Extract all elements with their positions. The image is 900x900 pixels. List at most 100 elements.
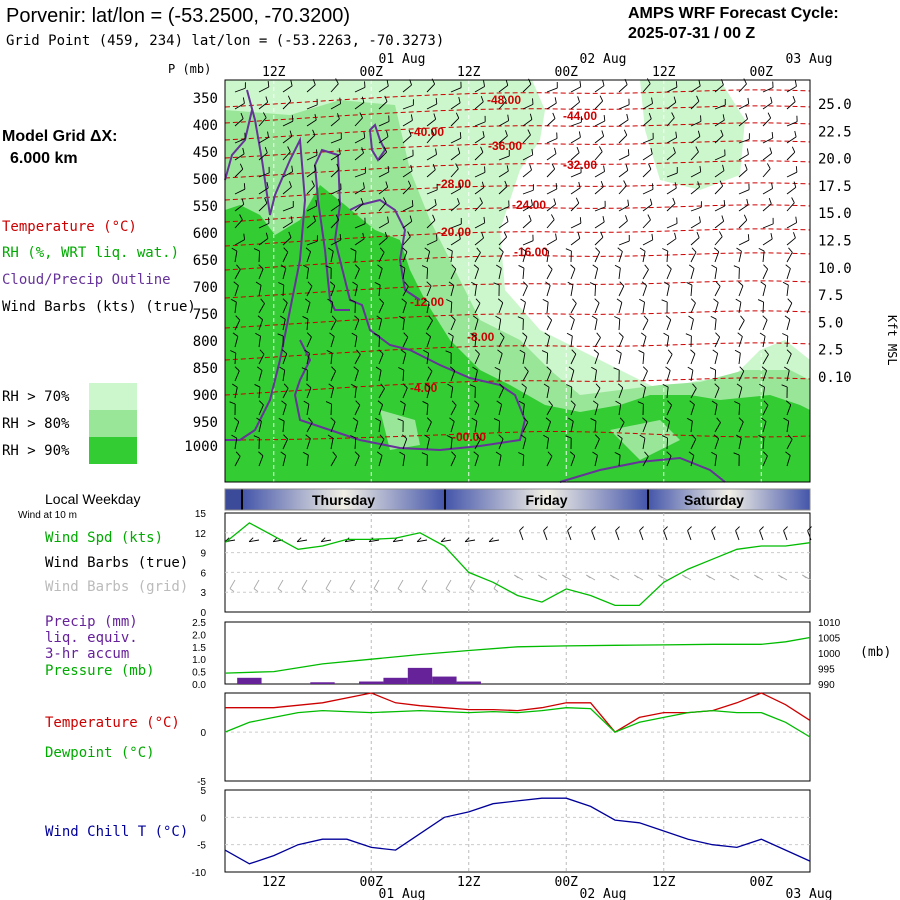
wind-barb: [714, 302, 719, 314]
time-height-cross-section: -48.00 -44.00 -40.00 -36.00 -32.00 -28.00 -24.…: [168, 62, 899, 483]
pressure-axis-title: P (mb): [168, 62, 211, 76]
wind-barb: [714, 135, 724, 144]
wind-barb-flag: [435, 148, 437, 155]
wind-barb-flag: [408, 129, 412, 136]
wind-barb-flag: [230, 298, 237, 303]
wind-barb: [498, 420, 501, 433]
temperature-contour-label: -20.00: [437, 225, 471, 239]
wind-barb: [234, 204, 245, 212]
wind-barb-flag: [674, 232, 677, 239]
temperature-dewpoint-panel: 0 -5: [197, 692, 811, 788]
wind-barb: [570, 370, 575, 382]
wind-barb-flag: [434, 199, 437, 206]
wind-barb: [594, 237, 604, 246]
wind-barb: [570, 319, 575, 331]
wind-barb: [690, 120, 702, 127]
wind-barb-flag: [785, 264, 791, 269]
temperature-contour-label: -16.00: [514, 245, 548, 259]
wind-barb: [594, 151, 603, 161]
wind-barb: [306, 336, 312, 348]
wind-barb-flag: [280, 264, 287, 269]
wind-barb-flag: [235, 451, 241, 457]
wind-barb: [666, 268, 672, 280]
surface-wind-barb: [543, 530, 548, 541]
wind-barb-flag: [351, 332, 358, 337]
wind-barb: [714, 104, 726, 110]
wind-barb: [762, 455, 768, 467]
wind-barb: [594, 100, 603, 110]
wind-barb: [474, 152, 484, 161]
wind-barb: [282, 151, 291, 161]
wind-barb: [258, 238, 269, 246]
wind-barb-flag: [770, 233, 773, 240]
wind-barb: [666, 102, 677, 110]
wind-barb: [666, 285, 670, 297]
wind-barb: [258, 387, 261, 399]
wind-barb-flag: [483, 216, 486, 223]
wind-barb: [258, 86, 270, 93]
wind-barb-flag: [543, 434, 549, 439]
wind-barb-flag: [411, 200, 414, 207]
wind-barb-flag: [375, 417, 381, 422]
wind-ytick: 12: [195, 529, 207, 540]
wind-barb-flag: [554, 147, 557, 154]
wind-barb: [690, 455, 695, 467]
wind-barb: [618, 285, 625, 297]
wind-barb: [426, 370, 433, 382]
wind-barb: [642, 188, 654, 195]
precip-bar: [359, 681, 384, 684]
wind-barb: [474, 404, 480, 416]
wind-barb-flag: [361, 147, 364, 154]
wind-barb-flag: [305, 434, 311, 439]
wind-barb-flag: [496, 400, 502, 405]
wind-barb: [570, 101, 580, 110]
wind-barb: [402, 319, 405, 331]
wind-barb-flag: [361, 96, 365, 103]
wind-barb-flag: [520, 434, 527, 439]
pressure-ytick: 1005: [818, 634, 841, 645]
wind-barb: [522, 240, 534, 246]
wind-barb-flag: [398, 367, 404, 371]
wind-barb: [378, 268, 383, 280]
top-time-label: 00Z: [750, 65, 774, 80]
wind-barb: [378, 186, 388, 195]
wind-barb-flag: [699, 165, 702, 172]
wind-barb: [378, 353, 384, 365]
wind-barb-flag: [243, 233, 246, 240]
kft-tick-label: 22.5: [818, 124, 852, 140]
wind-barb-flag: [495, 315, 501, 320]
wind-barb-flag: [337, 113, 340, 120]
wind-barb-flag: [354, 315, 360, 321]
wind-barb-flag: [575, 197, 580, 204]
wind-barb-flag: [518, 265, 525, 269]
wind-barb-flag: [426, 417, 432, 423]
wind-barb: [450, 387, 454, 399]
wind-barb: [282, 186, 292, 195]
wind-barb: [474, 86, 485, 93]
wind-barb-flag: [352, 417, 359, 422]
wind-ytick: 9: [200, 549, 206, 560]
wind-barb-flag: [770, 96, 773, 103]
wind-barb-flag: [503, 95, 507, 102]
wind-barb-flag: [277, 333, 284, 337]
wind-barb-flag: [231, 383, 238, 388]
wind-barb: [306, 240, 318, 246]
wind-barb: [282, 302, 288, 314]
wind-barb-flag: [623, 129, 628, 136]
wind-barb-flag: [783, 417, 789, 422]
wind-barb-flag: [601, 130, 605, 137]
wind-barb-flag: [520, 247, 527, 252]
wind-barb-flag: [240, 112, 244, 119]
wind-barb: [666, 203, 676, 212]
pressure-line: [224, 636, 811, 674]
wind-barb-flag: [627, 149, 630, 156]
wind-barb: [714, 84, 724, 93]
pressure-ytick: 1010: [818, 618, 841, 629]
wind-barb: [330, 239, 342, 246]
wind-barb: [378, 421, 381, 433]
wind-barb: [426, 134, 435, 144]
wind-barb: [666, 421, 671, 433]
wind-barb-flag: [743, 78, 747, 85]
wind-barb: [714, 185, 723, 195]
wind-barb: [402, 135, 412, 144]
